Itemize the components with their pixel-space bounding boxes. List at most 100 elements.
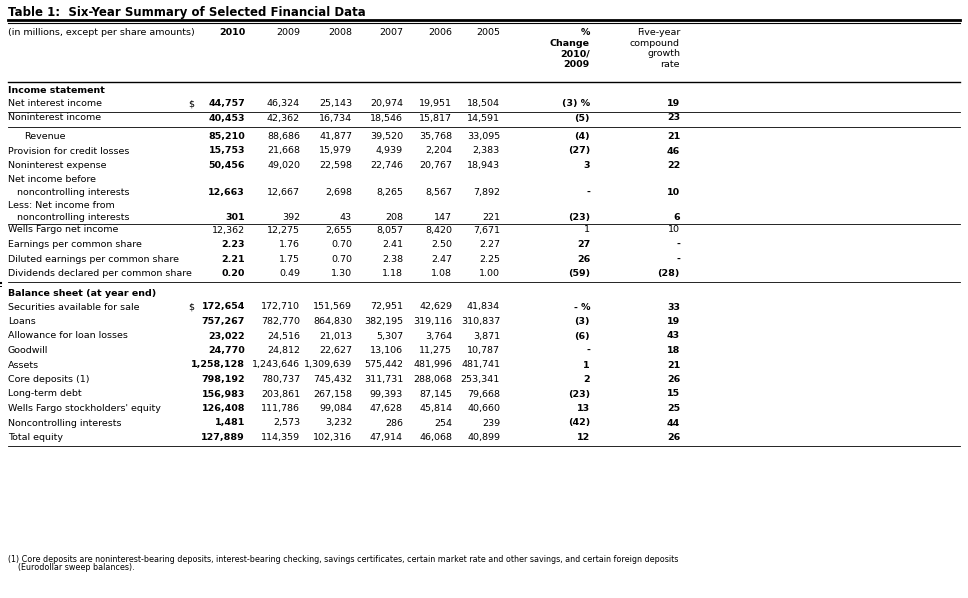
Text: 1,481: 1,481 <box>215 419 245 428</box>
Text: 23,022: 23,022 <box>208 331 245 340</box>
Text: 253,341: 253,341 <box>461 375 500 384</box>
Text: 26: 26 <box>667 375 680 384</box>
Text: 12,362: 12,362 <box>212 225 245 234</box>
Text: 2: 2 <box>584 375 590 384</box>
Text: 745,432: 745,432 <box>313 375 352 384</box>
Text: 25: 25 <box>667 404 680 413</box>
Text: 33,095: 33,095 <box>467 132 500 141</box>
Text: 42,629: 42,629 <box>419 303 452 312</box>
Text: -: - <box>676 240 680 249</box>
Text: 782,770: 782,770 <box>261 317 300 326</box>
Text: 18: 18 <box>667 346 680 355</box>
Text: 44: 44 <box>667 419 680 428</box>
Text: 19,951: 19,951 <box>419 99 452 108</box>
Text: 22,746: 22,746 <box>370 161 403 170</box>
Text: 22,598: 22,598 <box>319 161 352 170</box>
Text: 0.20: 0.20 <box>222 269 245 278</box>
Text: 24,516: 24,516 <box>267 331 300 340</box>
Text: 16,734: 16,734 <box>318 114 352 123</box>
Text: 2005: 2005 <box>476 28 500 37</box>
Text: 254: 254 <box>434 419 452 428</box>
Text: (4): (4) <box>574 132 590 141</box>
Text: Securities available for sale: Securities available for sale <box>8 303 139 312</box>
Text: 99,393: 99,393 <box>370 389 403 398</box>
Text: 8,420: 8,420 <box>425 225 452 234</box>
Text: 172,710: 172,710 <box>261 303 300 312</box>
Text: Balance sheet (at year end): Balance sheet (at year end) <box>8 289 156 298</box>
Text: 11,275: 11,275 <box>419 346 452 355</box>
Text: %
Change
2010/
2009: % Change 2010/ 2009 <box>550 28 590 69</box>
Text: (in millions, except per share amounts): (in millions, except per share amounts) <box>8 28 195 37</box>
Text: 21: 21 <box>667 132 680 141</box>
Text: 1.18: 1.18 <box>382 269 403 278</box>
Text: 2,655: 2,655 <box>325 225 352 234</box>
Text: 2.21: 2.21 <box>222 255 245 264</box>
Text: 18,504: 18,504 <box>467 99 500 108</box>
Text: $: $ <box>188 303 194 312</box>
Text: 221: 221 <box>482 213 500 222</box>
Text: 0.49: 0.49 <box>279 269 300 278</box>
Text: 46,068: 46,068 <box>419 433 452 442</box>
Text: 87,145: 87,145 <box>419 389 452 398</box>
Text: 15,817: 15,817 <box>419 114 452 123</box>
Text: 39,520: 39,520 <box>370 132 403 141</box>
Text: 203,861: 203,861 <box>260 389 300 398</box>
Text: 127,889: 127,889 <box>201 433 245 442</box>
Text: Diluted earnings per common share: Diluted earnings per common share <box>8 255 179 264</box>
Text: -: - <box>587 346 590 355</box>
Text: 33: 33 <box>667 303 680 312</box>
Text: 311,731: 311,731 <box>364 375 403 384</box>
Text: (59): (59) <box>568 269 590 278</box>
Text: 22: 22 <box>667 161 680 170</box>
Text: 12: 12 <box>577 433 590 442</box>
Text: Provision for credit losses: Provision for credit losses <box>8 147 130 155</box>
Text: 25,143: 25,143 <box>318 99 352 108</box>
Text: 10: 10 <box>667 188 680 197</box>
Text: -: - <box>676 255 680 264</box>
Text: 72,951: 72,951 <box>370 303 403 312</box>
Text: 1,243,646: 1,243,646 <box>252 361 300 370</box>
Text: 41,877: 41,877 <box>319 132 352 141</box>
Text: 13,106: 13,106 <box>370 346 403 355</box>
Text: 286: 286 <box>385 419 403 428</box>
Text: 2010: 2010 <box>219 28 245 37</box>
Text: 2007: 2007 <box>379 28 403 37</box>
Text: 1.30: 1.30 <box>331 269 352 278</box>
Text: 23: 23 <box>667 114 680 123</box>
Text: 8,567: 8,567 <box>425 188 452 197</box>
Text: noncontrolling interests: noncontrolling interests <box>8 213 130 222</box>
Text: 20,767: 20,767 <box>419 161 452 170</box>
Text: 3,764: 3,764 <box>425 331 452 340</box>
Text: 267,158: 267,158 <box>313 389 352 398</box>
Text: 40,453: 40,453 <box>208 114 245 123</box>
Text: Wells Fargo stockholders' equity: Wells Fargo stockholders' equity <box>8 404 161 413</box>
Text: Less: Net income from: Less: Net income from <box>8 200 115 209</box>
Text: Long-term debt: Long-term debt <box>8 389 81 398</box>
Text: 40,899: 40,899 <box>467 433 500 442</box>
Text: 208: 208 <box>385 213 403 222</box>
Text: 21,668: 21,668 <box>267 147 300 155</box>
Text: 3,871: 3,871 <box>473 331 500 340</box>
Text: 392: 392 <box>282 213 300 222</box>
Text: 382,195: 382,195 <box>364 317 403 326</box>
Text: (27): (27) <box>568 147 590 155</box>
Text: 798,192: 798,192 <box>201 375 245 384</box>
Text: 21,013: 21,013 <box>318 331 352 340</box>
Text: Income statement: Income statement <box>8 86 105 95</box>
Text: 151,569: 151,569 <box>313 303 352 312</box>
Text: 42,362: 42,362 <box>267 114 300 123</box>
Text: Noninterest expense: Noninterest expense <box>8 161 106 170</box>
Text: Noninterest income: Noninterest income <box>8 114 101 123</box>
Text: Table 1:  Six-Year Summary of Selected Financial Data: Table 1: Six-Year Summary of Selected Fi… <box>8 6 366 19</box>
Text: Noncontrolling interests: Noncontrolling interests <box>8 419 122 428</box>
Text: 288,068: 288,068 <box>413 375 452 384</box>
Text: 50,456: 50,456 <box>208 161 245 170</box>
Text: 22,627: 22,627 <box>319 346 352 355</box>
Text: 2,698: 2,698 <box>325 188 352 197</box>
Text: 172,654: 172,654 <box>201 303 245 312</box>
Text: 49,020: 49,020 <box>267 161 300 170</box>
Text: 1.76: 1.76 <box>279 240 300 249</box>
Text: Core deposits (1): Core deposits (1) <box>8 375 89 384</box>
Text: 24,812: 24,812 <box>267 346 300 355</box>
Text: 2.47: 2.47 <box>431 255 452 264</box>
